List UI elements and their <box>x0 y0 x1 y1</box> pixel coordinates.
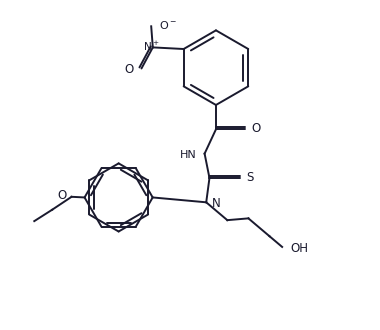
Text: N: N <box>212 197 221 211</box>
Text: N$^+$: N$^+$ <box>143 40 160 53</box>
Text: HN: HN <box>180 150 196 160</box>
Text: O: O <box>252 122 261 135</box>
Text: OH: OH <box>290 242 308 255</box>
Text: O: O <box>124 63 133 76</box>
Text: S: S <box>246 171 253 184</box>
Text: O: O <box>57 189 67 202</box>
Text: O$^-$: O$^-$ <box>159 19 177 31</box>
